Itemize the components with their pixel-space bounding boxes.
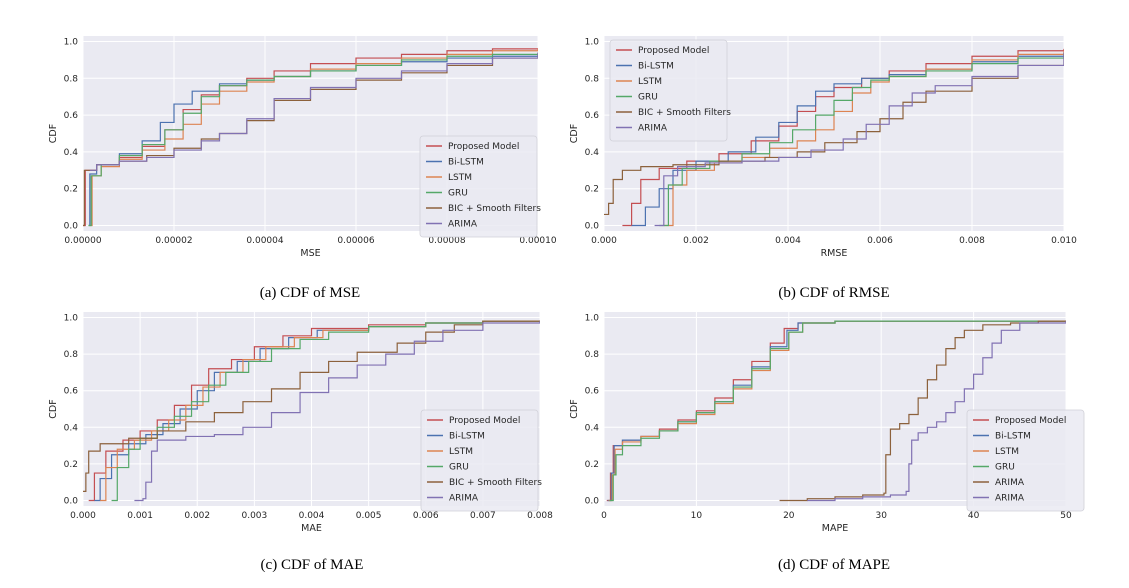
y-axis-label: CDF (48, 399, 59, 418)
y-tick-label: 1.0 (585, 313, 600, 323)
legend-entry: ARIMA (449, 494, 479, 504)
legend-entry: ARIMA (995, 478, 1025, 488)
x-tick-label: 0.008 (527, 511, 553, 521)
y-tick-label: 0.6 (585, 111, 600, 121)
x-tick-label: 40 (968, 511, 980, 521)
chart-panel-mse: 0.00000 0.00002 0.00004 0.00006 0.00008 0.000… (48, 36, 557, 301)
x-tick-label: 0.006 (867, 236, 893, 246)
y-tick-label: 0.2 (64, 460, 78, 470)
legend-entry: ARIMA (448, 220, 478, 230)
y-axis-label: CDF (48, 124, 59, 143)
y-axis-label: CDF (569, 399, 580, 418)
legend-entry: GRU (638, 93, 658, 103)
x-tick-label: 0.008 (959, 236, 985, 246)
x-tick-label: 0.001 (127, 511, 153, 521)
legend-entry: LSTM (638, 77, 662, 87)
legend-entry: Bi-LSTM (638, 62, 674, 72)
x-tick-label: 0.00006 (337, 236, 374, 246)
panel-caption: (c) CDF of MAE (261, 557, 364, 573)
y-tick-label: 0.4 (585, 148, 600, 158)
legend-entry: LSTM (995, 447, 1019, 457)
x-axis-label: RMSE (821, 248, 848, 259)
chart-panel-mae: 0.000 0.001 0.002 0.003 0.004 0.005 0.006 0.007… (48, 312, 553, 573)
legend-entry: BIC + Smooth Filters (449, 478, 542, 488)
y-tick-label: 1.0 (585, 38, 600, 48)
legend-entry: GRU (995, 463, 1015, 473)
x-tick-label: 0.002 (683, 236, 709, 246)
x-tick-label: 10 (691, 511, 703, 521)
x-tick-label: 0.00010 (519, 236, 556, 246)
x-tick-label: 20 (783, 511, 795, 521)
legend-entry: Proposed Model (638, 46, 709, 56)
y-tick-label: 0.2 (585, 460, 599, 470)
y-tick-label: 0.6 (64, 111, 79, 121)
y-tick-label: 0.8 (585, 74, 600, 84)
y-tick-label: 0.4 (64, 148, 79, 158)
y-tick-label: 0.6 (585, 387, 600, 397)
legend-entry: LSTM (449, 447, 473, 457)
legend-entry: Proposed Model (448, 142, 519, 152)
legend: Proposed Model Bi-LSTM LSTM GRU BIC + Smooth… (420, 136, 541, 237)
legend-entry: BIC + Smooth Filters (448, 204, 541, 214)
x-tick-label: 0.002 (184, 511, 210, 521)
x-axis-label: MSE (300, 248, 320, 259)
y-tick-label: 0.8 (585, 350, 600, 360)
x-tick-label: 0.00008 (428, 236, 465, 246)
y-tick-label: 0.0 (585, 497, 600, 507)
legend-entry: GRU (448, 189, 468, 199)
legend-entry: LSTM (448, 173, 472, 183)
x-tick-label: 0.00004 (246, 236, 283, 246)
y-tick-label: 0.2 (585, 185, 599, 195)
chart-panel-rmse: 0.000 0.002 0.004 0.006 0.008 0.010 0.0 0.2 0.4 0… (569, 36, 1077, 301)
legend-entry: Proposed Model (449, 416, 520, 426)
y-tick-label: 0.4 (585, 423, 600, 433)
legend-entry: BIC + Smooth Filters (638, 108, 731, 118)
x-tick-label: 0.005 (356, 511, 382, 521)
x-tick-label: 50 (1060, 511, 1072, 521)
x-tick-label: 0.007 (470, 511, 496, 521)
panel-caption: (d) CDF of MAPE (778, 557, 890, 573)
y-tick-label: 1.0 (64, 38, 79, 48)
y-axis-label: CDF (569, 124, 580, 143)
y-tick-label: 0.4 (64, 423, 79, 433)
x-tick-label: 30 (875, 511, 887, 521)
x-tick-label: 0.004 (299, 511, 325, 521)
x-tick-label: 0.000 (70, 511, 96, 521)
legend-entry: Bi-LSTM (449, 432, 485, 442)
x-tick-label: 0.00002 (155, 236, 192, 246)
x-tick-label: 0.003 (241, 511, 267, 521)
x-tick-label: 0.000 (591, 236, 617, 246)
legend-entry: ARIMA (995, 494, 1025, 504)
x-axis-label: MAE (301, 523, 322, 534)
x-tick-label: 0.004 (775, 236, 801, 246)
x-tick-label: 0 (601, 511, 607, 521)
y-tick-label: 0.0 (585, 221, 600, 231)
chart-panel-mape: 0 10 20 30 40 50 0.0 0.2 0.4 0.6 0.8 1.0 MAPE CDF Prop… (569, 312, 1084, 573)
x-tick-label: 0.00000 (64, 236, 101, 246)
legend: Proposed Model Bi-LSTM LSTM GRU BIC + Smooth… (421, 410, 542, 511)
panel-caption: (b) CDF of RMSE (778, 285, 889, 301)
legend-entry: ARIMA (638, 124, 668, 134)
legend-entry: GRU (449, 463, 469, 473)
y-tick-label: 1.0 (64, 313, 79, 323)
panel-caption: (a) CDF of MSE (260, 285, 360, 301)
y-tick-label: 0.2 (64, 185, 78, 195)
legend-entry: Bi-LSTM (448, 158, 484, 168)
x-axis-label: MAPE (822, 523, 848, 534)
legend: Proposed Model Bi-LSTM LSTM GRU BIC + Smooth… (610, 40, 731, 141)
y-tick-label: 0.0 (64, 497, 79, 507)
legend-entry: Proposed Model (995, 416, 1066, 426)
y-tick-label: 0.0 (64, 221, 79, 231)
y-tick-label: 0.8 (64, 350, 79, 360)
x-tick-label: 0.006 (413, 511, 439, 521)
legend: Proposed Model Bi-LSTM LSTM GRU ARIMA ARIMA (967, 410, 1084, 511)
legend-entry: Bi-LSTM (995, 432, 1031, 442)
x-tick-label: 0.010 (1051, 236, 1077, 246)
y-tick-label: 0.8 (64, 74, 79, 84)
y-tick-label: 0.6 (64, 387, 79, 397)
